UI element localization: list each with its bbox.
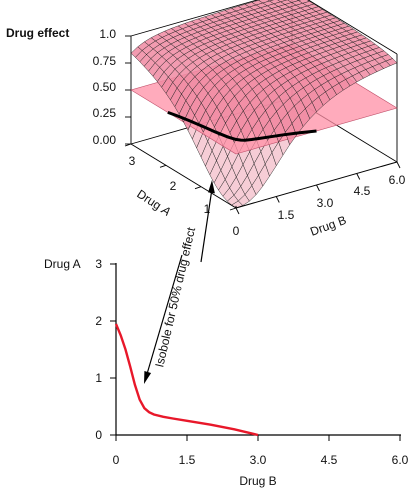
x-tick-label-3d: 0 <box>233 224 240 238</box>
x-tick-label-3d: 4.5 <box>354 184 371 198</box>
x-tick-label-3d: 6.0 <box>389 173 406 187</box>
y-tick-mark-3d <box>159 164 167 168</box>
drug-b-axis-label-3d: Drug B <box>308 213 348 239</box>
surface-mesh <box>130 0 398 209</box>
isobole-curve-3d <box>167 110 317 142</box>
x-tick-label: 1.5 <box>179 453 196 467</box>
y-tick-label-3d: 3 <box>129 154 136 168</box>
arrow-shaft <box>146 254 183 375</box>
surface-cell <box>240 119 253 142</box>
drug-b-tick-labels-3d: 0 1.5 3.0 4.5 6.0 <box>233 173 406 238</box>
surface-plot: Drug effect 1.0 0.75 0.50 0.25 0.00 3 2 … <box>6 0 406 239</box>
x-tick-label: 4.5 <box>321 453 338 467</box>
drug-a-axis-label-3d: Drug A <box>134 187 173 219</box>
y-tick-mark-3d <box>194 186 202 190</box>
z-tick-label: 1.0 <box>99 27 116 41</box>
x-tick-label-3d: 1.5 <box>278 208 295 222</box>
surface-cell <box>262 119 275 141</box>
box-front-edges <box>124 143 401 215</box>
x-tick-mark-3d <box>356 173 361 180</box>
arrow-head-upper <box>208 180 215 194</box>
z-tick-label: 0.75 <box>93 54 117 68</box>
arrow-shaft-upper <box>200 191 213 263</box>
x-axis-label: Drug B <box>239 474 276 488</box>
isobole-series-line <box>114 323 259 437</box>
x-tick-label: 6.0 <box>392 453 409 467</box>
x-tick-label: 3.0 <box>250 453 267 467</box>
z-tick-labels: 1.0 0.75 0.50 0.25 0.00 <box>93 27 117 147</box>
x-tick-mark-3d <box>235 207 240 215</box>
isobole-plot: Drug A 3 2 1 0 0 1.5 3.0 4.5 6.0 Drug B <box>44 257 409 488</box>
tick-marks <box>110 263 401 441</box>
annotation-text: Isobole for 50% drug effect <box>152 225 198 368</box>
x-tick-mark-3d <box>316 184 320 192</box>
z-tick-label: 0.00 <box>93 133 117 147</box>
z-axis-label: Drug effect <box>6 26 69 40</box>
y-tick-label-3d: 2 <box>170 179 177 193</box>
box-edge <box>130 0 259 37</box>
y-tick-label: 3 <box>95 257 102 271</box>
x-tick-mark-3d <box>396 161 401 169</box>
surface-cell <box>214 114 226 137</box>
z-tick-label: 0.25 <box>93 106 117 120</box>
y-tick-label-3d: 1 <box>204 202 211 216</box>
y-axis-label: Drug A <box>44 257 81 271</box>
y-tick-label: 1 <box>95 371 102 385</box>
box-edge-front <box>130 143 237 209</box>
y-tick-label: 0 <box>95 428 102 442</box>
surface-cell <box>251 118 264 141</box>
z-tick-label: 0.50 <box>93 80 117 94</box>
x-tick-mark-3d <box>275 196 280 203</box>
y-tick-mark-3d <box>124 143 132 147</box>
box-edge <box>307 0 398 55</box>
x-tick-label-3d: 3.0 <box>317 196 334 210</box>
arrow-head-lower <box>144 371 152 384</box>
y-tick-label: 2 <box>95 314 102 328</box>
y-tick-mark-3d <box>229 207 237 211</box>
drug-a-tick-labels-3d: 3 2 1 <box>129 154 211 216</box>
x-tick-label: 0 <box>113 453 120 467</box>
